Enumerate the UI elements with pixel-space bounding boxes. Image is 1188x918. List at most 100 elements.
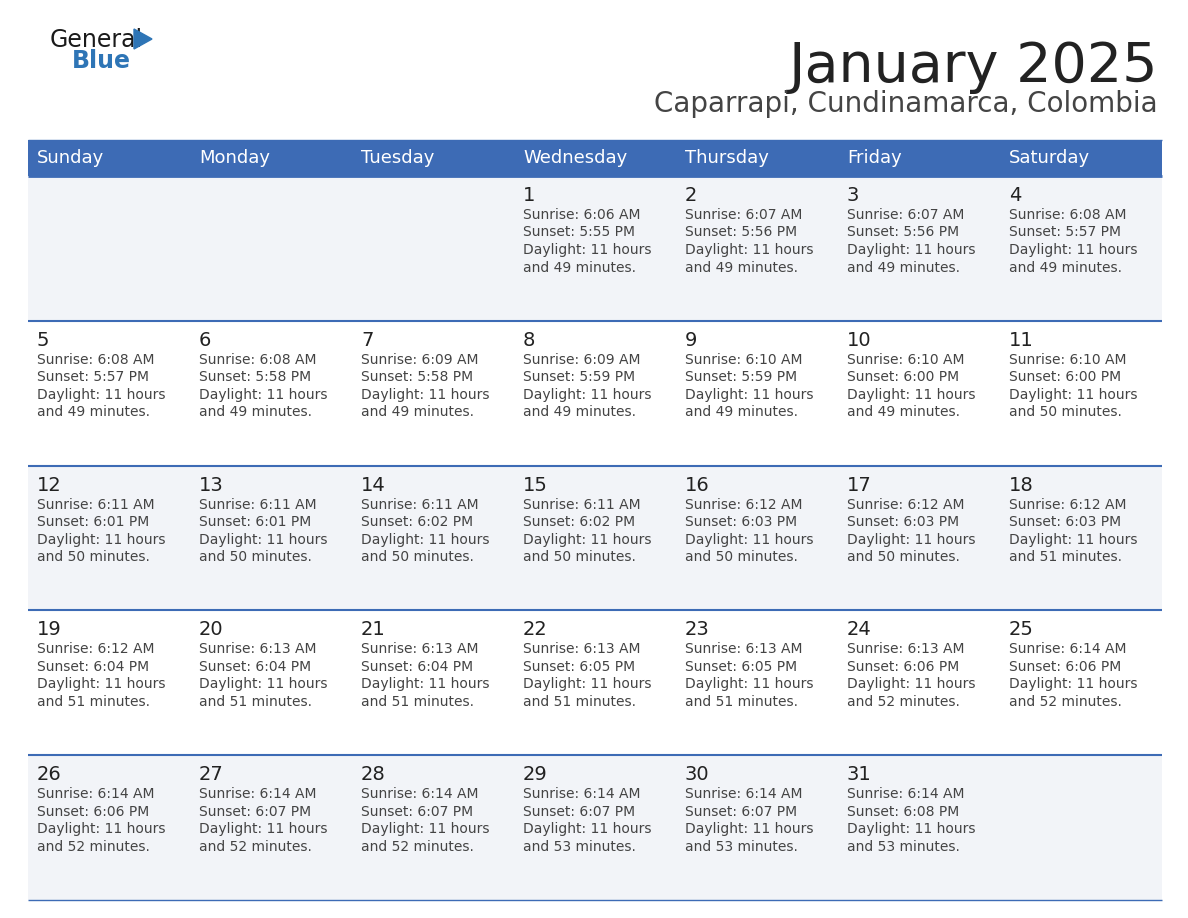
Text: Sunrise: 6:14 AM: Sunrise: 6:14 AM	[37, 788, 154, 801]
Text: 8: 8	[523, 330, 536, 350]
Text: Daylight: 11 hours: Daylight: 11 hours	[685, 823, 814, 836]
Bar	[29, 140, 190, 176]
Text: 16: 16	[685, 476, 709, 495]
Text: Sunset: 6:04 PM: Sunset: 6:04 PM	[200, 660, 311, 674]
Text: Sunset: 6:02 PM: Sunset: 6:02 PM	[523, 515, 636, 529]
Text: Sunrise: 6:11 AM: Sunrise: 6:11 AM	[200, 498, 317, 511]
Text: 27: 27	[200, 766, 223, 784]
Text: and 51 minutes.: and 51 minutes.	[1009, 550, 1121, 564]
Text: Daylight: 11 hours: Daylight: 11 hours	[200, 532, 328, 546]
Text: Sunset: 5:55 PM: Sunset: 5:55 PM	[523, 226, 636, 240]
Bar	[29, 610, 1162, 756]
Text: Sunset: 6:06 PM: Sunset: 6:06 PM	[1009, 660, 1121, 674]
Text: 6: 6	[200, 330, 211, 350]
Text: Sunset: 6:04 PM: Sunset: 6:04 PM	[37, 660, 150, 674]
Text: Sunrise: 6:10 AM: Sunrise: 6:10 AM	[685, 353, 803, 367]
Bar	[838, 140, 1000, 176]
Text: Daylight: 11 hours: Daylight: 11 hours	[685, 532, 814, 546]
Text: and 51 minutes.: and 51 minutes.	[685, 695, 798, 709]
Text: Daylight: 11 hours: Daylight: 11 hours	[847, 677, 975, 691]
Text: and 51 minutes.: and 51 minutes.	[523, 695, 636, 709]
Text: 24: 24	[847, 621, 872, 640]
Text: Sunset: 6:00 PM: Sunset: 6:00 PM	[847, 370, 959, 385]
Text: Blue: Blue	[72, 49, 131, 73]
Text: 14: 14	[361, 476, 386, 495]
Bar	[1000, 140, 1162, 176]
Text: Daylight: 11 hours: Daylight: 11 hours	[361, 532, 489, 546]
Text: Sunset: 5:56 PM: Sunset: 5:56 PM	[685, 226, 797, 240]
Bar	[352, 140, 514, 176]
Bar	[29, 465, 1162, 610]
Text: Daylight: 11 hours: Daylight: 11 hours	[685, 387, 814, 402]
Text: 28: 28	[361, 766, 386, 784]
Text: and 49 minutes.: and 49 minutes.	[847, 261, 960, 274]
Text: Sunrise: 6:09 AM: Sunrise: 6:09 AM	[361, 353, 479, 367]
Text: and 49 minutes.: and 49 minutes.	[361, 406, 474, 420]
Text: and 49 minutes.: and 49 minutes.	[685, 261, 798, 274]
Text: and 52 minutes.: and 52 minutes.	[361, 840, 474, 854]
Text: Sunrise: 6:08 AM: Sunrise: 6:08 AM	[200, 353, 316, 367]
Text: 29: 29	[523, 766, 548, 784]
Text: 19: 19	[37, 621, 62, 640]
Text: 23: 23	[685, 621, 709, 640]
Text: 21: 21	[361, 621, 386, 640]
Text: 10: 10	[847, 330, 872, 350]
Text: Sunrise: 6:09 AM: Sunrise: 6:09 AM	[523, 353, 640, 367]
Text: and 50 minutes.: and 50 minutes.	[1009, 406, 1121, 420]
Text: Sunset: 5:57 PM: Sunset: 5:57 PM	[1009, 226, 1121, 240]
Text: Sunrise: 6:08 AM: Sunrise: 6:08 AM	[37, 353, 154, 367]
Text: Sunday: Sunday	[37, 149, 105, 167]
Text: Tuesday: Tuesday	[361, 149, 435, 167]
Text: Sunset: 6:07 PM: Sunset: 6:07 PM	[685, 805, 797, 819]
Text: Sunset: 5:56 PM: Sunset: 5:56 PM	[847, 226, 959, 240]
Text: Sunset: 6:03 PM: Sunset: 6:03 PM	[685, 515, 797, 529]
Text: Sunset: 5:58 PM: Sunset: 5:58 PM	[200, 370, 311, 385]
Text: Daylight: 11 hours: Daylight: 11 hours	[200, 823, 328, 836]
Text: Daylight: 11 hours: Daylight: 11 hours	[847, 532, 975, 546]
Text: 3: 3	[847, 186, 859, 205]
Text: Sunset: 6:06 PM: Sunset: 6:06 PM	[37, 805, 150, 819]
Text: 26: 26	[37, 766, 62, 784]
Text: Sunset: 6:07 PM: Sunset: 6:07 PM	[523, 805, 636, 819]
Text: Sunrise: 6:07 AM: Sunrise: 6:07 AM	[685, 208, 802, 222]
Text: and 49 minutes.: and 49 minutes.	[847, 406, 960, 420]
Text: Sunrise: 6:13 AM: Sunrise: 6:13 AM	[523, 643, 640, 656]
Text: Daylight: 11 hours: Daylight: 11 hours	[1009, 677, 1137, 691]
Text: Daylight: 11 hours: Daylight: 11 hours	[361, 677, 489, 691]
Text: Sunrise: 6:06 AM: Sunrise: 6:06 AM	[523, 208, 640, 222]
Text: Daylight: 11 hours: Daylight: 11 hours	[200, 677, 328, 691]
Text: 25: 25	[1009, 621, 1034, 640]
Text: Sunset: 5:59 PM: Sunset: 5:59 PM	[523, 370, 636, 385]
Text: Sunset: 6:01 PM: Sunset: 6:01 PM	[37, 515, 150, 529]
Text: and 50 minutes.: and 50 minutes.	[685, 550, 798, 564]
Bar	[29, 320, 1162, 465]
Text: Caparrapi, Cundinamarca, Colombia: Caparrapi, Cundinamarca, Colombia	[655, 90, 1158, 118]
Text: Daylight: 11 hours: Daylight: 11 hours	[1009, 532, 1137, 546]
Text: 31: 31	[847, 766, 872, 784]
Text: Sunset: 6:05 PM: Sunset: 6:05 PM	[685, 660, 797, 674]
Text: and 50 minutes.: and 50 minutes.	[523, 550, 636, 564]
Text: 11: 11	[1009, 330, 1034, 350]
Text: and 51 minutes.: and 51 minutes.	[361, 695, 474, 709]
Text: Sunrise: 6:08 AM: Sunrise: 6:08 AM	[1009, 208, 1126, 222]
Text: 7: 7	[361, 330, 373, 350]
Text: Sunset: 6:06 PM: Sunset: 6:06 PM	[847, 660, 959, 674]
Text: Daylight: 11 hours: Daylight: 11 hours	[847, 243, 975, 257]
Text: and 50 minutes.: and 50 minutes.	[847, 550, 960, 564]
Text: and 50 minutes.: and 50 minutes.	[37, 550, 150, 564]
Text: Daylight: 11 hours: Daylight: 11 hours	[200, 387, 328, 402]
Text: and 52 minutes.: and 52 minutes.	[1009, 695, 1121, 709]
Text: Daylight: 11 hours: Daylight: 11 hours	[685, 243, 814, 257]
Text: Daylight: 11 hours: Daylight: 11 hours	[361, 387, 489, 402]
Text: Sunrise: 6:12 AM: Sunrise: 6:12 AM	[847, 498, 965, 511]
Text: Sunset: 6:02 PM: Sunset: 6:02 PM	[361, 515, 473, 529]
Text: Sunrise: 6:10 AM: Sunrise: 6:10 AM	[1009, 353, 1126, 367]
Text: Sunrise: 6:13 AM: Sunrise: 6:13 AM	[200, 643, 316, 656]
Text: Sunset: 5:57 PM: Sunset: 5:57 PM	[37, 370, 148, 385]
Text: Sunrise: 6:11 AM: Sunrise: 6:11 AM	[37, 498, 154, 511]
Text: Sunrise: 6:13 AM: Sunrise: 6:13 AM	[685, 643, 803, 656]
Text: Daylight: 11 hours: Daylight: 11 hours	[523, 387, 651, 402]
Polygon shape	[134, 29, 152, 49]
Text: Saturday: Saturday	[1009, 149, 1091, 167]
Text: and 51 minutes.: and 51 minutes.	[200, 695, 312, 709]
